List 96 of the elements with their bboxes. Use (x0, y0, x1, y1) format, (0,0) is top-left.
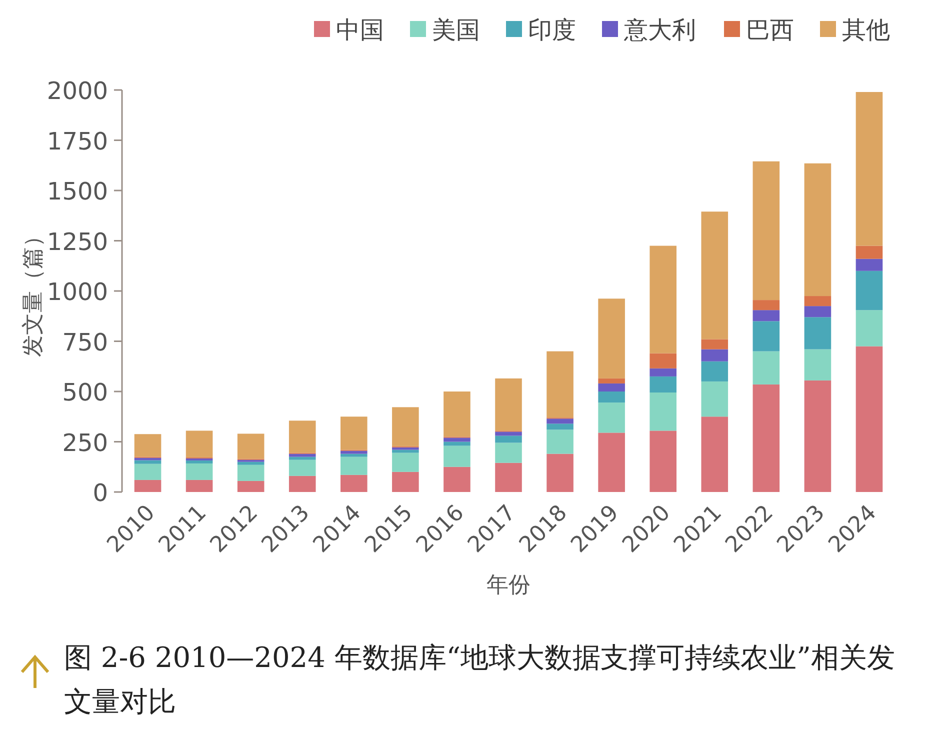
bar (237, 464, 264, 481)
bar (546, 424, 574, 430)
bar (495, 436, 522, 443)
bar (444, 392, 470, 437)
bar (856, 92, 883, 246)
bar (856, 346, 883, 492)
bar (650, 368, 676, 376)
bar (804, 163, 832, 296)
bar (650, 353, 676, 368)
y-tick-label: 0 (92, 479, 108, 507)
bar (288, 420, 316, 453)
y-tick-label: 250 (62, 428, 108, 457)
bar (392, 407, 419, 446)
bar (598, 432, 625, 492)
bar (546, 351, 574, 418)
bar (495, 462, 522, 492)
bar (392, 450, 419, 453)
bar (701, 349, 728, 362)
bar (804, 317, 832, 350)
bar (237, 434, 264, 459)
y-axis-title: 发文量（篇） (21, 225, 46, 357)
bar (804, 380, 832, 492)
bar (134, 434, 162, 457)
bar (444, 446, 470, 467)
bar (856, 310, 883, 346)
bar (650, 430, 676, 492)
bar (134, 460, 162, 464)
y-tick-label: 1000 (46, 278, 108, 306)
bar (392, 452, 419, 472)
bar (546, 418, 574, 424)
y-tick-label: 750 (62, 328, 108, 356)
bar (650, 392, 676, 431)
bar (856, 246, 883, 259)
y-tick-label: 1500 (46, 178, 108, 206)
bar (598, 378, 625, 384)
legend-label: 美国 (432, 16, 480, 44)
bar (340, 450, 368, 454)
bar (495, 378, 522, 431)
bar (444, 438, 470, 442)
bar (546, 430, 574, 454)
bar (804, 349, 832, 380)
bar (444, 442, 470, 446)
bar (804, 296, 832, 306)
bar (856, 270, 883, 310)
bar (444, 466, 470, 492)
bar (288, 476, 316, 492)
bar (392, 447, 419, 450)
legend-label: 意大利 (623, 16, 696, 44)
bar (856, 258, 883, 271)
bar (340, 454, 368, 457)
bar (340, 416, 368, 450)
bar (186, 430, 213, 458)
bar (237, 480, 264, 492)
legend-label: 其他 (842, 16, 890, 44)
legend-label: 中国 (336, 16, 384, 44)
bar (701, 361, 728, 382)
bar (701, 416, 728, 492)
y-tick-label: 1750 (46, 127, 108, 156)
bar (598, 298, 625, 378)
bar (186, 460, 213, 464)
bar (340, 456, 368, 475)
legend-label: 印度 (528, 16, 576, 44)
bar (752, 321, 780, 352)
bar (598, 383, 625, 392)
x-axis-title: 年份 (486, 573, 530, 598)
bar (701, 212, 728, 340)
y-tick-label: 500 (62, 378, 108, 406)
bar (650, 376, 676, 393)
bar (546, 454, 574, 492)
bar (288, 454, 316, 457)
bar (752, 384, 780, 492)
y-tick-label: 2000 (46, 77, 108, 105)
bar (237, 462, 264, 465)
bar (340, 474, 368, 492)
bar (804, 306, 832, 318)
bar (598, 402, 625, 433)
bar (288, 456, 316, 460)
bar (701, 339, 728, 350)
bar (598, 392, 625, 403)
bar (186, 480, 213, 492)
bar (392, 472, 419, 492)
bar (752, 310, 780, 322)
bar (650, 246, 676, 354)
bar (701, 381, 728, 417)
caption: 图 2-6 2010—2024 年数据库“地球大数据支撑可持续农业”相关发文量对比 (64, 640, 896, 720)
bar (134, 464, 162, 480)
y-tick-label: 1250 (46, 228, 108, 256)
legend-label: 巴西 (746, 16, 794, 44)
bar (495, 442, 522, 463)
bar (495, 432, 522, 436)
bar (752, 300, 780, 310)
bar (186, 463, 213, 480)
bar (288, 460, 316, 476)
bar (752, 351, 780, 384)
bar (752, 161, 780, 300)
bar (134, 480, 162, 492)
